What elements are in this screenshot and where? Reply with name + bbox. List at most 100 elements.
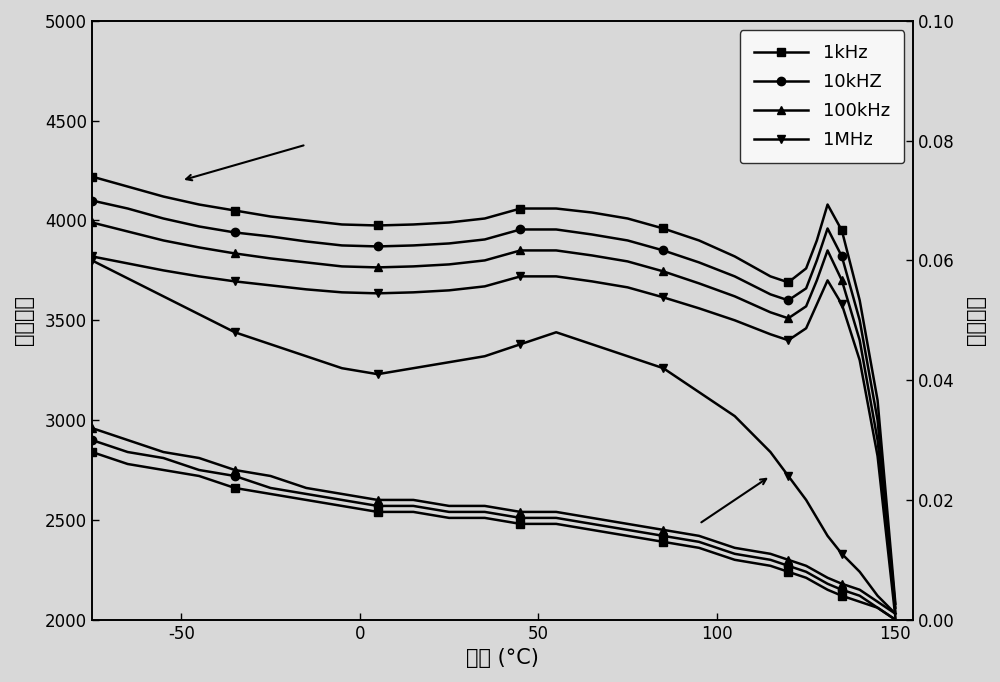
X-axis label: 温度 (°C): 温度 (°C)	[466, 648, 539, 668]
10kHZ	[586, 231, 598, 239]
1MHz	[407, 288, 419, 297]
1kHz	[300, 216, 312, 224]
1kHz	[764, 272, 776, 280]
1MHz	[265, 281, 277, 289]
1MHz	[86, 252, 98, 261]
10kHZ	[693, 258, 705, 267]
100kHz	[550, 246, 562, 254]
100kHz	[193, 243, 205, 252]
100kHz	[514, 246, 526, 254]
1kHz	[229, 207, 241, 215]
1kHz	[811, 237, 823, 245]
1kHz	[550, 205, 562, 213]
10kHZ	[300, 237, 312, 246]
100kHz	[265, 254, 277, 263]
100kHz	[407, 263, 419, 271]
10kHZ	[657, 246, 669, 254]
1kHz	[729, 252, 741, 261]
Legend: 1kHz, 10kHZ, 100kHz, 1MHz: 1kHz, 10kHZ, 100kHz, 1MHz	[740, 30, 904, 163]
1MHz	[372, 289, 384, 297]
100kHz	[586, 252, 598, 260]
1kHz	[122, 183, 134, 191]
1MHz	[657, 293, 669, 301]
1MHz	[479, 282, 491, 291]
1kHz	[657, 224, 669, 233]
1kHz	[193, 201, 205, 209]
Line: 1kHz: 1kHz	[88, 173, 900, 608]
100kHz	[782, 314, 794, 323]
1kHz	[854, 296, 866, 304]
100kHz	[729, 293, 741, 301]
1kHz	[265, 212, 277, 220]
10kHZ	[443, 239, 455, 248]
1kHz	[836, 226, 848, 235]
Y-axis label: 介电常数: 介电常数	[14, 295, 34, 345]
100kHz	[693, 279, 705, 287]
100kHz	[889, 608, 901, 616]
100kHz	[822, 246, 834, 254]
1MHz	[889, 614, 901, 622]
1MHz	[193, 272, 205, 280]
1kHz	[872, 396, 884, 404]
10kHZ	[811, 256, 823, 265]
1kHz	[782, 278, 794, 286]
100kHz	[800, 302, 812, 310]
1kHz	[479, 214, 491, 222]
1MHz	[157, 266, 169, 274]
1MHz	[782, 336, 794, 344]
10kHZ	[889, 604, 901, 612]
10kHZ	[854, 316, 866, 325]
100kHz	[764, 308, 776, 316]
100kHz	[854, 336, 866, 344]
1MHz	[622, 283, 634, 291]
100kHz	[336, 263, 348, 271]
1MHz	[872, 452, 884, 460]
10kHZ	[157, 214, 169, 222]
1MHz	[514, 272, 526, 280]
1kHz	[693, 237, 705, 245]
1kHz	[586, 209, 598, 217]
1kHz	[86, 173, 98, 181]
1MHz	[122, 259, 134, 267]
10kHZ	[729, 272, 741, 280]
10kHZ	[550, 225, 562, 233]
1MHz	[336, 288, 348, 297]
10kHZ	[479, 235, 491, 243]
10kHZ	[872, 416, 884, 424]
1MHz	[443, 286, 455, 295]
100kHz	[443, 261, 455, 269]
1MHz	[586, 278, 598, 286]
1MHz	[229, 278, 241, 286]
10kHZ	[265, 233, 277, 241]
10kHZ	[336, 241, 348, 250]
1kHz	[157, 192, 169, 201]
10kHZ	[782, 296, 794, 304]
100kHz	[300, 258, 312, 267]
100kHz	[157, 237, 169, 245]
100kHz	[229, 250, 241, 258]
1MHz	[800, 324, 812, 332]
1MHz	[693, 304, 705, 312]
1kHz	[514, 205, 526, 213]
1MHz	[811, 300, 823, 308]
10kHZ	[514, 225, 526, 233]
100kHz	[372, 263, 384, 271]
Y-axis label: 介电损耗: 介电损耗	[966, 295, 986, 345]
1kHz	[372, 222, 384, 230]
1kHz	[407, 220, 419, 228]
100kHz	[86, 218, 98, 226]
100kHz	[836, 276, 848, 284]
1MHz	[300, 285, 312, 293]
1MHz	[764, 330, 776, 338]
100kHz	[122, 227, 134, 235]
1kHz	[622, 214, 634, 222]
1kHz	[822, 201, 834, 209]
10kHZ	[86, 196, 98, 205]
1kHz	[889, 599, 901, 608]
10kHZ	[822, 224, 834, 233]
10kHZ	[622, 237, 634, 245]
100kHz	[479, 256, 491, 265]
10kHZ	[407, 241, 419, 250]
1kHz	[443, 218, 455, 226]
1MHz	[729, 316, 741, 325]
